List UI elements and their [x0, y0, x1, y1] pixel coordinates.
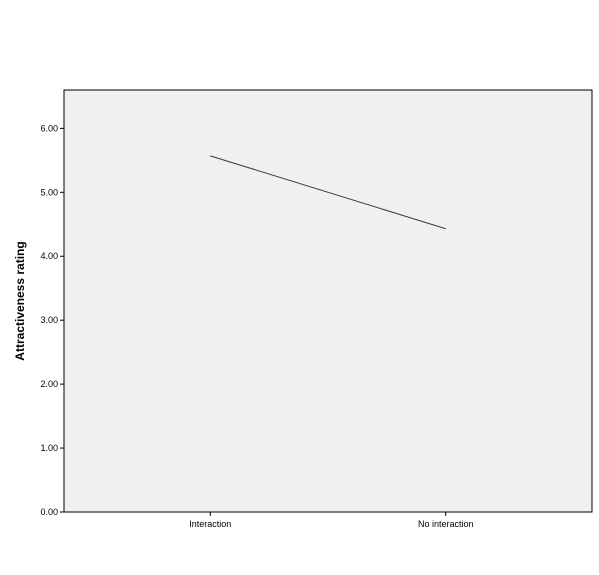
y-tick-label: 2.00 [40, 379, 58, 389]
plot-area [63, 89, 593, 513]
x-tick-label: No interaction [418, 519, 474, 529]
y-tick-label: 5.00 [40, 187, 58, 197]
y-tick-label: 4.00 [40, 251, 58, 261]
y-tick-label: 1.00 [40, 443, 58, 453]
y-tick-label: 0.00 [40, 507, 58, 517]
series-layer [210, 155, 446, 230]
y-axis-title: Attractiveness rating [13, 241, 27, 360]
x-tick-label: Interaction [189, 519, 231, 529]
x-axis-ticks: Interaction No interaction [189, 512, 474, 529]
y-tick-label: 3.00 [40, 315, 58, 325]
series-line [210, 155, 446, 230]
y-tick-label: 6.00 [40, 123, 58, 133]
y-axis-ticks: 0.00 1.00 2.00 3.00 4.00 5.00 6.00 [40, 123, 64, 517]
